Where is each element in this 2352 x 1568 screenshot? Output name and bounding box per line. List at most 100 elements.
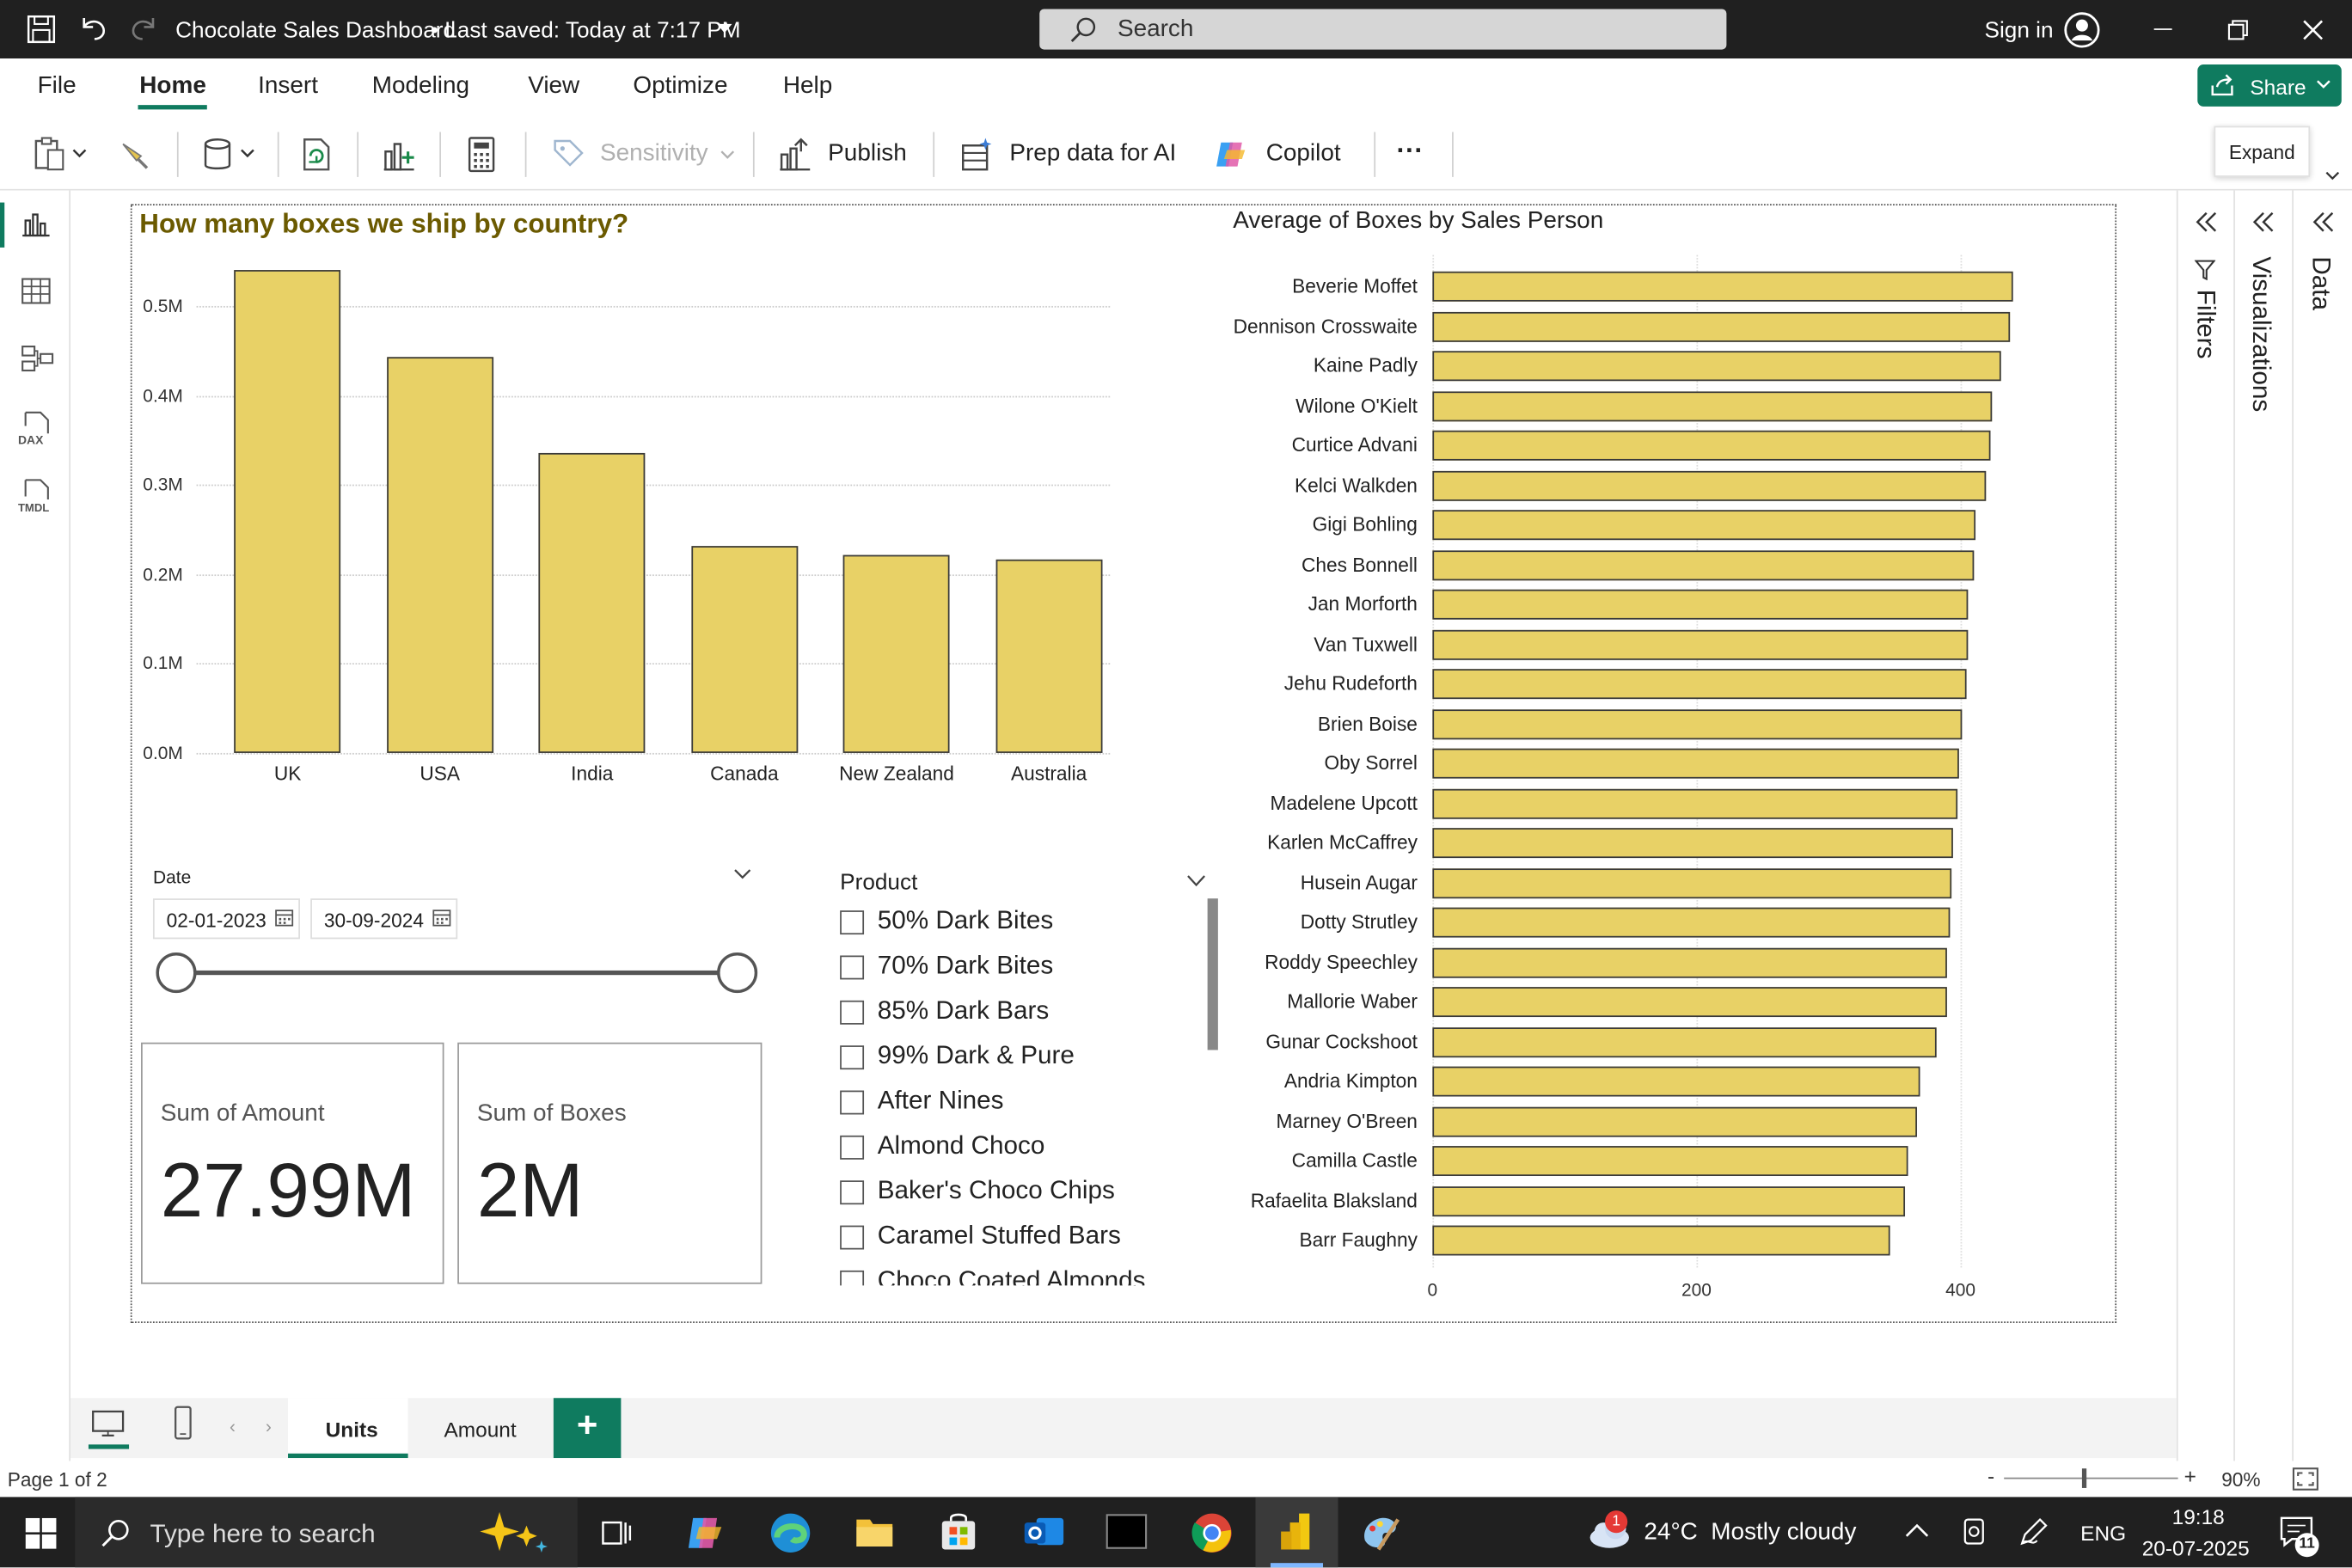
bar-kelci-walkden[interactable]	[1432, 470, 1986, 500]
product-option-label[interactable]: 70% Dark Bites	[877, 951, 1054, 980]
product-checkbox[interactable]	[840, 1000, 865, 1025]
edge-browser-icon[interactable]	[768, 1510, 812, 1555]
save-icon[interactable]	[27, 15, 56, 44]
salesperson-bar-chart[interactable]: 0 200 400 Beverie Moffet Dennison Crosswaite…	[1200, 254, 2100, 1320]
filters-pane-label[interactable]: Filters	[2191, 289, 2220, 359]
zoom-out-icon[interactable]: -	[1987, 1464, 1995, 1488]
windows-start-icon[interactable]	[25, 1517, 58, 1550]
menu-modeling[interactable]: Modeling	[371, 73, 470, 100]
dax-query-view-icon[interactable]: DAX	[18, 411, 54, 447]
pen-icon[interactable]	[2018, 1515, 2050, 1547]
calendar-icon[interactable]	[274, 908, 294, 928]
bar-madelene-upcott[interactable]	[1432, 787, 1958, 818]
product-option-label[interactable]: 99% Dark & Pure	[877, 1040, 1075, 1070]
more-options-button[interactable]: ···	[1396, 135, 1424, 165]
bar-uk[interactable]	[234, 270, 341, 753]
page-tab-amount[interactable]: Amount	[408, 1398, 554, 1458]
bar-australia[interactable]	[995, 559, 1103, 753]
bar-roddy-speechley[interactable]	[1432, 946, 1948, 977]
bar-camilla-castle[interactable]	[1432, 1146, 1908, 1177]
menu-file[interactable]: File	[37, 73, 77, 100]
task-view-icon[interactable]	[600, 1516, 633, 1549]
page-tab-units[interactable]: Units	[288, 1398, 408, 1459]
fit-to-page-icon[interactable]	[2292, 1467, 2318, 1491]
product-checkbox[interactable]	[840, 1225, 865, 1250]
bar-india[interactable]	[538, 453, 646, 753]
input-language[interactable]: ENG	[2080, 1521, 2127, 1546]
filters-expand-icon[interactable]	[2195, 211, 2219, 232]
bar-husein-augar[interactable]	[1432, 867, 1951, 898]
bar-wilone-o-kielt[interactable]	[1432, 390, 1993, 421]
bar-dennison-crosswaite[interactable]	[1432, 311, 2011, 341]
bar-gigi-bohling[interactable]	[1432, 510, 1975, 541]
search-box[interactable]: Search	[1039, 9, 1727, 50]
table-view-icon[interactable]	[21, 276, 51, 306]
account-icon[interactable]	[2064, 12, 2100, 48]
zoom-slider[interactable]	[2004, 1477, 2178, 1479]
title-dropdown-caret-icon[interactable]	[717, 23, 732, 34]
next-page-icon[interactable]: ›	[265, 1416, 272, 1437]
calculator-icon[interactable]	[467, 137, 497, 173]
menu-view[interactable]: View	[528, 73, 580, 100]
bar-kaine-padly[interactable]	[1432, 351, 2002, 382]
new-visual-icon[interactable]	[381, 137, 417, 173]
paint-icon[interactable]	[1357, 1510, 1402, 1555]
bar-curtice-advani[interactable]	[1432, 430, 1991, 461]
store-icon[interactable]	[938, 1510, 980, 1553]
paste-icon[interactable]	[33, 137, 93, 173]
menu-home[interactable]: Home	[139, 73, 206, 100]
visualizations-pane-label[interactable]: Visualizations	[2246, 256, 2276, 413]
chrome-icon[interactable]	[1190, 1510, 1234, 1555]
notification-center-icon[interactable]	[2279, 1514, 2315, 1550]
product-option-label[interactable]: Choco Coated Almonds	[877, 1265, 1146, 1286]
desktop-layout-icon[interactable]	[90, 1408, 126, 1438]
restore-icon[interactable]	[2227, 20, 2248, 40]
close-icon[interactable]	[2302, 20, 2324, 40]
bar-usa[interactable]	[386, 357, 493, 753]
tmdl-view-icon[interactable]: TMDL	[18, 479, 54, 515]
bar-dotty-strutley[interactable]	[1432, 907, 1951, 938]
share-button[interactable]: Share	[2197, 64, 2342, 107]
data-pane-label[interactable]: Data	[2306, 256, 2336, 311]
clock-time[interactable]: 19:18	[2171, 1504, 2225, 1529]
prep-data-icon[interactable]	[959, 137, 995, 173]
product-checkbox[interactable]	[840, 1180, 865, 1205]
redo-icon[interactable]	[129, 15, 159, 41]
copilot-button[interactable]: Copilot	[1265, 141, 1341, 167]
product-checkbox[interactable]	[840, 910, 865, 935]
mobile-layout-icon[interactable]	[173, 1406, 193, 1442]
file-explorer-icon[interactable]	[854, 1512, 896, 1551]
product-checkbox[interactable]	[840, 1090, 865, 1115]
ribbon-collapse-chevron-icon[interactable]	[2325, 171, 2340, 181]
clock-date[interactable]: 20-07-2025	[2141, 1535, 2250, 1560]
product-option-label[interactable]: 85% Dark Bars	[877, 995, 1050, 1025]
bar-marney-o-breen[interactable]	[1432, 1106, 1917, 1136]
product-checkbox[interactable]	[840, 1045, 865, 1070]
report-view-icon[interactable]	[21, 209, 51, 239]
bar-new-zealand[interactable]	[843, 555, 950, 753]
product-checkbox[interactable]	[840, 955, 865, 980]
product-option-label[interactable]: Baker's Choco Chips	[877, 1176, 1115, 1205]
bar-rafaelita-blaksland[interactable]	[1432, 1185, 1906, 1216]
bar-gunar-cockshoot[interactable]	[1432, 1026, 1937, 1057]
copilot-icon[interactable]	[1214, 137, 1250, 173]
sum-of-amount-card[interactable]: Sum of Amount 27.99M	[141, 1042, 444, 1284]
show-hidden-icons-icon[interactable]	[1905, 1522, 1929, 1537]
bar-brien-boise[interactable]	[1432, 708, 1963, 739]
bar-oby-sorrel[interactable]	[1432, 748, 1960, 779]
undo-icon[interactable]	[78, 15, 108, 41]
product-option-label[interactable]: Caramel Stuffed Bars	[877, 1221, 1121, 1250]
date-range-end-handle[interactable]	[717, 952, 758, 994]
sign-in-link[interactable]: Sign in	[1984, 17, 2054, 44]
add-page-button[interactable]: +	[553, 1398, 622, 1459]
outlook-icon[interactable]	[1021, 1510, 1066, 1553]
bar-jan-morforth[interactable]	[1432, 589, 1969, 620]
menu-optimize[interactable]: Optimize	[633, 73, 728, 100]
date-range-track[interactable]	[175, 970, 738, 976]
weather-text[interactable]: 24°C Mostly cloudy	[1644, 1519, 1857, 1546]
terminal-icon[interactable]	[1106, 1512, 1148, 1551]
minimize-icon[interactable]	[2153, 28, 2172, 30]
data-expand-icon[interactable]	[2312, 211, 2336, 232]
product-slicer-chevron-icon[interactable]	[1186, 874, 1206, 888]
prep-data-button[interactable]: Prep data for AI	[1009, 141, 1177, 167]
